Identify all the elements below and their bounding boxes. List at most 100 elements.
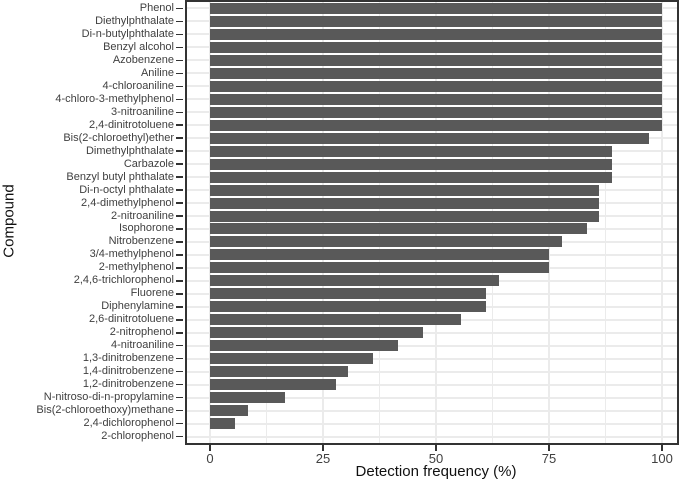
y-tick-label: 4-chloroaniline	[102, 79, 174, 92]
y-tick-label: Isophorone	[118, 222, 174, 235]
y-tick-mark	[176, 344, 183, 347]
bar	[210, 249, 549, 261]
y-tick-label: 4-nitroaniline	[111, 339, 174, 352]
y-tick-mark	[176, 137, 183, 139]
bar	[210, 366, 349, 378]
bar	[210, 288, 487, 300]
bar	[210, 41, 662, 53]
y-tick-mark	[176, 98, 183, 101]
bar	[210, 405, 248, 417]
y-tick-mark	[176, 241, 183, 243]
bar	[210, 15, 662, 27]
vertical-major-gridline	[661, 2, 663, 443]
y-tick-label: 2-chlorophenol	[101, 430, 174, 442]
x-tick-label: 50	[428, 451, 444, 466]
bar	[210, 171, 612, 183]
y-tick-label: Diphenylamine	[101, 300, 174, 313]
y-tick-label: Nitrobenzene	[108, 235, 174, 248]
y-tick-label: 1,2-dinitrobenzene	[82, 378, 174, 391]
y-tick-mark	[176, 357, 183, 360]
y-tick-mark	[176, 267, 183, 269]
y-tick-label: Carbazole	[123, 157, 174, 170]
bar	[210, 106, 662, 118]
y-tick-mark	[176, 150, 183, 152]
vertical-major-gridline	[322, 2, 324, 443]
y-tick-label: 2-nitrophenol	[109, 326, 174, 339]
y-tick-mark	[176, 319, 183, 321]
bar	[210, 210, 600, 222]
x-axis-title: Detection frequency (%)	[355, 463, 517, 480]
horizontal-gridline	[187, 435, 677, 438]
bar	[210, 197, 600, 209]
y-tick-mark	[176, 33, 183, 36]
bar	[210, 301, 487, 313]
y-tick-label: 2-nitroaniline	[111, 209, 174, 222]
horizontal-gridline	[187, 357, 677, 360]
y-tick-mark	[176, 396, 183, 399]
y-tick-mark	[176, 46, 183, 49]
x-tick-label: 25	[315, 451, 331, 466]
bar	[210, 262, 549, 274]
horizontal-gridline	[187, 422, 677, 425]
vertical-minor-gridline	[492, 2, 493, 443]
bar	[210, 340, 399, 352]
vertical-major-gridline	[209, 2, 211, 443]
x-tick-mark	[661, 445, 663, 451]
horizontal-gridline	[187, 383, 677, 386]
y-tick-label: 2,6-dinitrotoluene	[88, 313, 174, 326]
y-tick-label: 3-nitroaniline	[111, 105, 174, 118]
y-tick-label: Di-n-octyl phthalate	[79, 183, 174, 196]
x-tick-mark	[209, 445, 211, 451]
plot-area	[187, 2, 677, 443]
vertical-minor-gridline	[605, 2, 606, 443]
y-tick-mark	[176, 124, 183, 126]
y-tick-label: 3/4-methylphenol	[89, 248, 174, 261]
bar	[210, 353, 374, 365]
bar	[210, 2, 662, 14]
y-tick-mark	[176, 202, 183, 204]
y-tick-label: Diethylphthalate	[95, 14, 174, 27]
y-tick-mark	[176, 370, 183, 373]
bar	[210, 119, 662, 131]
y-tick-mark	[176, 409, 183, 412]
x-tick-label: 75	[541, 451, 557, 466]
y-tick-mark	[176, 293, 183, 295]
horizontal-gridline	[187, 370, 677, 373]
y-tick-mark	[176, 332, 183, 334]
bar	[210, 223, 587, 235]
vertical-minor-gridline	[266, 2, 267, 443]
x-tick-label: 0	[206, 451, 214, 466]
y-tick-mark	[176, 20, 183, 23]
horizontal-gridline	[187, 344, 677, 347]
bar	[210, 80, 662, 92]
bar	[210, 418, 236, 430]
y-tick-label: Bis(2-chloroethyl)ether	[63, 131, 174, 144]
y-tick-label: 4-chloro-3-methylphenol	[55, 92, 174, 105]
y-tick-label: 2,4-dichlorophenol	[83, 417, 174, 430]
bar	[210, 327, 424, 339]
y-tick-label: 1,4-dinitrobenzene	[82, 365, 174, 378]
y-tick-label: Benzyl butyl phthalate	[66, 170, 174, 183]
y-tick-label: 1,3-dinitrobenzene	[82, 352, 174, 365]
bar	[210, 93, 662, 105]
y-tick-mark	[176, 7, 183, 10]
bar	[210, 275, 499, 287]
y-tick-mark	[176, 280, 183, 282]
y-tick-mark	[176, 59, 183, 62]
bar	[210, 54, 662, 66]
bar	[210, 236, 562, 248]
y-tick-mark	[176, 189, 183, 191]
y-tick-label: N-nitroso-di-n-propylamine	[43, 391, 174, 404]
y-tick-label: 2,4-dinitrotoluene	[88, 118, 174, 131]
horizontal-gridline	[187, 331, 677, 334]
y-tick-mark	[176, 228, 183, 230]
y-tick-label: Bis(2-chloroethoxy)methane	[36, 404, 174, 417]
y-tick-label: 2,4-dimethylphenol	[81, 196, 174, 209]
bar	[210, 132, 650, 144]
bar	[210, 67, 662, 79]
y-tick-mark	[176, 435, 183, 438]
horizontal-gridline	[187, 396, 677, 399]
x-tick-label: 100	[651, 451, 673, 466]
bar	[210, 314, 462, 326]
y-tick-label: Fluorene	[130, 287, 174, 300]
